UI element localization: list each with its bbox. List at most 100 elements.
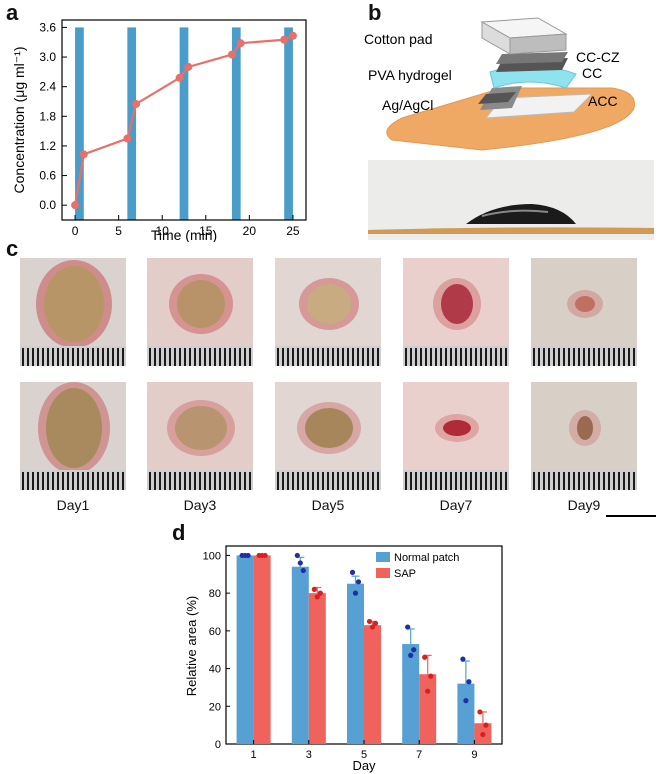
- chart-a-point-9: [288, 31, 297, 40]
- label-acc: ACC: [588, 93, 618, 109]
- datapoint-1-1-1: [317, 590, 323, 596]
- datapoint-0-2-2: [352, 590, 359, 596]
- chart-a-point-7: [236, 39, 245, 48]
- chart-d-xtick-label-1: 3: [306, 749, 312, 761]
- chart-a-ytick-label-0: 0.0: [39, 198, 56, 212]
- chart-d: 1 3 5 7 9 0 20 40 60 80 100 Normal patch SAP Day R…: [184, 545, 503, 773]
- label-agagcl: Ag/AgCl: [382, 97, 433, 113]
- day-label-9: Day9: [567, 497, 601, 513]
- wound-photo-r1-c5: [531, 258, 637, 366]
- legend-label-sap: SAP: [394, 568, 416, 580]
- datapoint-1-1-2: [314, 594, 320, 600]
- chart-a-point-2: [123, 134, 132, 143]
- chart-a-xtick-label-5: 25: [286, 224, 300, 238]
- device-schematic: Cotton pad PVA hydrogel Ag/AgCl CC-CZ CC…: [364, 17, 654, 240]
- chart-a-point-8: [280, 35, 289, 44]
- datapoint-1-1-0: [311, 586, 317, 592]
- datapoint-0-1-2: [297, 560, 303, 566]
- chart-a-point-1: [79, 150, 88, 159]
- wound-photo-r1-c1: [20, 258, 126, 366]
- bar-normal-patch-day1: [236, 555, 254, 744]
- legend-label-normal-patch: Normal patch: [394, 552, 459, 564]
- wound-photo-r1-c3: [275, 258, 381, 366]
- scale-bar: [606, 515, 656, 517]
- wound-photo-r2-c2: [147, 382, 253, 490]
- chart-d-ytick-label-4: 80: [209, 588, 221, 600]
- cotton-pad-front: [509, 33, 567, 55]
- chart-a-xlabel: Time (min): [151, 227, 217, 242]
- label-pva-hydrogel: PVA hydrogel: [368, 67, 452, 83]
- legend-swatch-normal-patch: [376, 552, 390, 562]
- chart-d-ytick-label-0: 0: [215, 739, 221, 751]
- chart-a-frame: [61, 19, 307, 221]
- panel-label-a: a: [6, 0, 19, 25]
- chart-a-ytick-label-6: 3.6: [39, 20, 56, 34]
- datapoint-0-3-0: [405, 624, 411, 630]
- chart-a-ytick-label-5: 3.0: [39, 50, 56, 64]
- chart-a-point-4: [175, 73, 184, 82]
- bar-normal-patch-day3: [291, 566, 309, 744]
- device-sideview-photo: [368, 160, 654, 240]
- chart-a-band-0: [75, 27, 84, 220]
- wound-photo-r2-c1: [20, 382, 126, 490]
- datapoint-0-2-0: [349, 569, 356, 575]
- chart-a-xtick-label-2: 10: [156, 224, 170, 238]
- chart-d-xlabel: Day: [352, 758, 376, 773]
- legend-swatch-sap: [376, 568, 390, 578]
- chart-d-xtick-label-2: 5: [361, 749, 367, 761]
- wound-photo-r2-c3: [275, 382, 381, 490]
- chart-a-ytick-label-1: 0.6: [39, 169, 56, 183]
- wound-photo-r1-c2: [147, 258, 253, 366]
- datapoint-1-2-1: [372, 620, 379, 626]
- datapoint-0-1-0: [294, 552, 300, 559]
- chart-d-xtick-label-0: 1: [251, 749, 257, 761]
- chart-a-ytick-label-3: 1.8: [39, 109, 56, 123]
- datapoint-0-3-1: [411, 647, 417, 653]
- wound-photo-r2-c4: [403, 382, 509, 490]
- label-cotton-pad: Cotton pad: [364, 31, 433, 47]
- chart-a-point-5: [184, 62, 193, 71]
- chart-a-ytick-label-4: 2.4: [39, 80, 56, 94]
- datapoint-1-3-1: [428, 673, 434, 679]
- chart-d-xtick-label-4: 9: [471, 749, 477, 761]
- chart-a-xtick-label-1: 5: [115, 224, 122, 238]
- chart-d-ytick-label-2: 40: [209, 664, 221, 676]
- chart-a-ylabel: Concentration (μg ml⁻¹): [11, 47, 27, 194]
- wound-photo-r1-c4: [403, 258, 509, 366]
- chart-a-xtick-label-4: 20: [243, 224, 257, 238]
- chart-a-point-3: [132, 99, 141, 108]
- chart-a-xtick-label-3: 15: [199, 224, 213, 238]
- chart-a-band-4: [284, 27, 293, 220]
- label-cc: CC: [582, 65, 602, 81]
- wound-photo-r2-c5: [531, 382, 637, 490]
- chart-a-xtick-label-0: 0: [72, 224, 79, 238]
- datapoint-1-2-2: [369, 624, 376, 630]
- label-cc-cz: CC-CZ: [576, 49, 620, 65]
- datapoint-1-3-0: [422, 654, 428, 660]
- chart-a-point-0: [71, 201, 80, 210]
- chart-d-ytick-label-1: 20: [209, 701, 221, 713]
- day-label-3: Day3: [183, 497, 217, 513]
- datapoint-0-1-1: [300, 567, 306, 574]
- chart-a-ytick-label-2: 1.2: [39, 139, 56, 153]
- bar-sap-day1: [253, 555, 271, 744]
- bar-sap-day7: [419, 674, 437, 744]
- panel-label-c: c: [6, 236, 19, 261]
- bar-normal-patch-day5: [347, 583, 364, 744]
- datapoint-1-0-2: [259, 552, 265, 559]
- chart-a: 0 5 10 15 20 25 0.0 0.6 1.2 1.8 2.4 3.0 3.6 Time (mi…: [11, 19, 307, 242]
- datapoint-0-3-2: [408, 652, 414, 658]
- datapoint-1-4-0: [477, 709, 483, 715]
- chart-a-band-3: [231, 27, 241, 220]
- datapoint-0-4-1: [466, 679, 472, 685]
- bar-sap-day3: [308, 593, 326, 744]
- cc-cz-layer: [496, 52, 568, 64]
- datapoint-1-4-1: [483, 722, 489, 728]
- bar-sap-day5: [364, 625, 381, 744]
- chart-d-ytick-label-3: 60: [209, 626, 221, 638]
- datapoint-0-4-0: [460, 656, 466, 662]
- panel-label-b: b: [368, 0, 382, 25]
- day-label-5: Day5: [311, 497, 345, 513]
- sideview-bandage: [368, 227, 654, 234]
- chart-d-xtick-label-3: 7: [416, 749, 422, 761]
